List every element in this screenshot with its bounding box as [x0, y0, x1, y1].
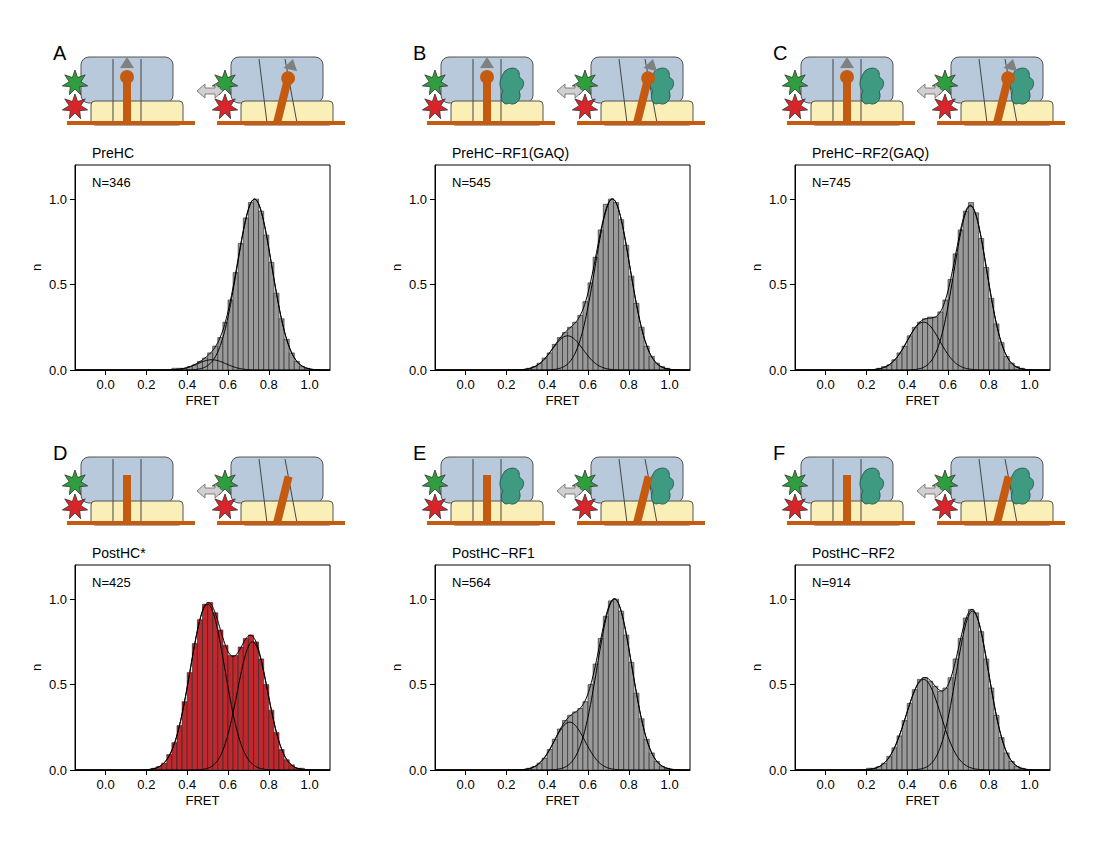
svg-text:0.0: 0.0	[457, 777, 475, 792]
svg-text:0.2: 0.2	[497, 377, 515, 392]
svg-text:1.0: 1.0	[661, 777, 679, 792]
svg-text:PreHC: PreHC	[92, 145, 134, 161]
svg-text:0.0: 0.0	[769, 363, 787, 378]
svg-text:0.0: 0.0	[817, 777, 835, 792]
svg-text:0.6: 0.6	[579, 777, 597, 792]
svg-text:1.0: 1.0	[49, 192, 67, 207]
svg-text:FRET: FRET	[186, 393, 220, 408]
svg-text:0.4: 0.4	[898, 377, 916, 392]
svg-text:0.0: 0.0	[769, 763, 787, 778]
svg-text:D: D	[53, 442, 67, 464]
svg-text:PostHC−RF2: PostHC−RF2	[812, 545, 895, 561]
svg-text:0.2: 0.2	[857, 777, 875, 792]
svg-text:0.6: 0.6	[579, 377, 597, 392]
svg-text:0.0: 0.0	[409, 363, 427, 378]
svg-text:PreHC−RF1(GAQ): PreHC−RF1(GAQ)	[452, 145, 569, 161]
svg-text:A: A	[53, 42, 67, 64]
svg-text:0.5: 0.5	[49, 677, 67, 692]
svg-text:F: F	[773, 442, 785, 464]
svg-text:1.0: 1.0	[49, 592, 67, 607]
svg-text:1.0: 1.0	[409, 192, 427, 207]
svg-text:0.0: 0.0	[49, 763, 67, 778]
svg-text:0.2: 0.2	[137, 377, 155, 392]
svg-text:1.0: 1.0	[769, 592, 787, 607]
svg-text:0.0: 0.0	[97, 777, 115, 792]
svg-text:0.4: 0.4	[898, 777, 916, 792]
svg-text:0.0: 0.0	[97, 377, 115, 392]
svg-text:n: n	[389, 264, 404, 271]
svg-text:1.0: 1.0	[1021, 777, 1039, 792]
svg-text:0.5: 0.5	[409, 277, 427, 292]
svg-text:1.0: 1.0	[769, 192, 787, 207]
svg-text:0.4: 0.4	[538, 777, 556, 792]
svg-text:0.6: 0.6	[939, 777, 957, 792]
svg-text:0.8: 0.8	[980, 377, 998, 392]
svg-text:0.8: 0.8	[620, 377, 638, 392]
svg-text:B: B	[413, 42, 426, 64]
svg-text:C: C	[773, 42, 787, 64]
svg-text:1.0: 1.0	[409, 592, 427, 607]
svg-text:1.0: 1.0	[301, 377, 319, 392]
svg-text:n: n	[749, 264, 764, 271]
svg-text:n: n	[29, 264, 44, 271]
svg-text:PostHC−RF1: PostHC−RF1	[452, 545, 535, 561]
svg-text:0.8: 0.8	[620, 777, 638, 792]
svg-text:n: n	[389, 664, 404, 671]
svg-text:n: n	[749, 664, 764, 671]
svg-text:0.5: 0.5	[49, 277, 67, 292]
svg-text:FRET: FRET	[546, 793, 580, 808]
svg-text:N=545: N=545	[452, 175, 491, 190]
svg-text:FRET: FRET	[906, 793, 940, 808]
svg-text:0.0: 0.0	[817, 377, 835, 392]
svg-text:N=346: N=346	[92, 175, 131, 190]
svg-text:N=914: N=914	[812, 575, 851, 590]
svg-text:0.6: 0.6	[219, 777, 237, 792]
svg-text:0.2: 0.2	[137, 777, 155, 792]
svg-text:FRET: FRET	[906, 393, 940, 408]
svg-text:0.4: 0.4	[178, 777, 196, 792]
svg-text:0.6: 0.6	[939, 377, 957, 392]
svg-text:PreHC−RF2(GAQ): PreHC−RF2(GAQ)	[812, 145, 929, 161]
svg-text:1.0: 1.0	[301, 777, 319, 792]
svg-text:0.5: 0.5	[769, 277, 787, 292]
svg-text:0.8: 0.8	[260, 377, 278, 392]
svg-text:0.0: 0.0	[409, 763, 427, 778]
svg-text:0.2: 0.2	[497, 777, 515, 792]
svg-text:FRET: FRET	[546, 393, 580, 408]
svg-text:1.0: 1.0	[1021, 377, 1039, 392]
svg-text:0.8: 0.8	[260, 777, 278, 792]
svg-text:0.8: 0.8	[980, 777, 998, 792]
svg-text:0.2: 0.2	[857, 377, 875, 392]
svg-text:PostHC*: PostHC*	[92, 545, 146, 561]
svg-text:FRET: FRET	[186, 793, 220, 808]
svg-text:0.5: 0.5	[769, 677, 787, 692]
svg-text:1.0: 1.0	[661, 377, 679, 392]
svg-text:N=425: N=425	[92, 575, 131, 590]
svg-text:0.4: 0.4	[538, 377, 556, 392]
svg-text:N=564: N=564	[452, 575, 491, 590]
svg-text:0.4: 0.4	[178, 377, 196, 392]
svg-text:0.5: 0.5	[409, 677, 427, 692]
svg-text:0.0: 0.0	[49, 363, 67, 378]
svg-text:n: n	[29, 664, 44, 671]
svg-text:0.0: 0.0	[457, 377, 475, 392]
svg-text:N=745: N=745	[812, 175, 851, 190]
svg-text:0.6: 0.6	[219, 377, 237, 392]
svg-text:E: E	[413, 442, 426, 464]
